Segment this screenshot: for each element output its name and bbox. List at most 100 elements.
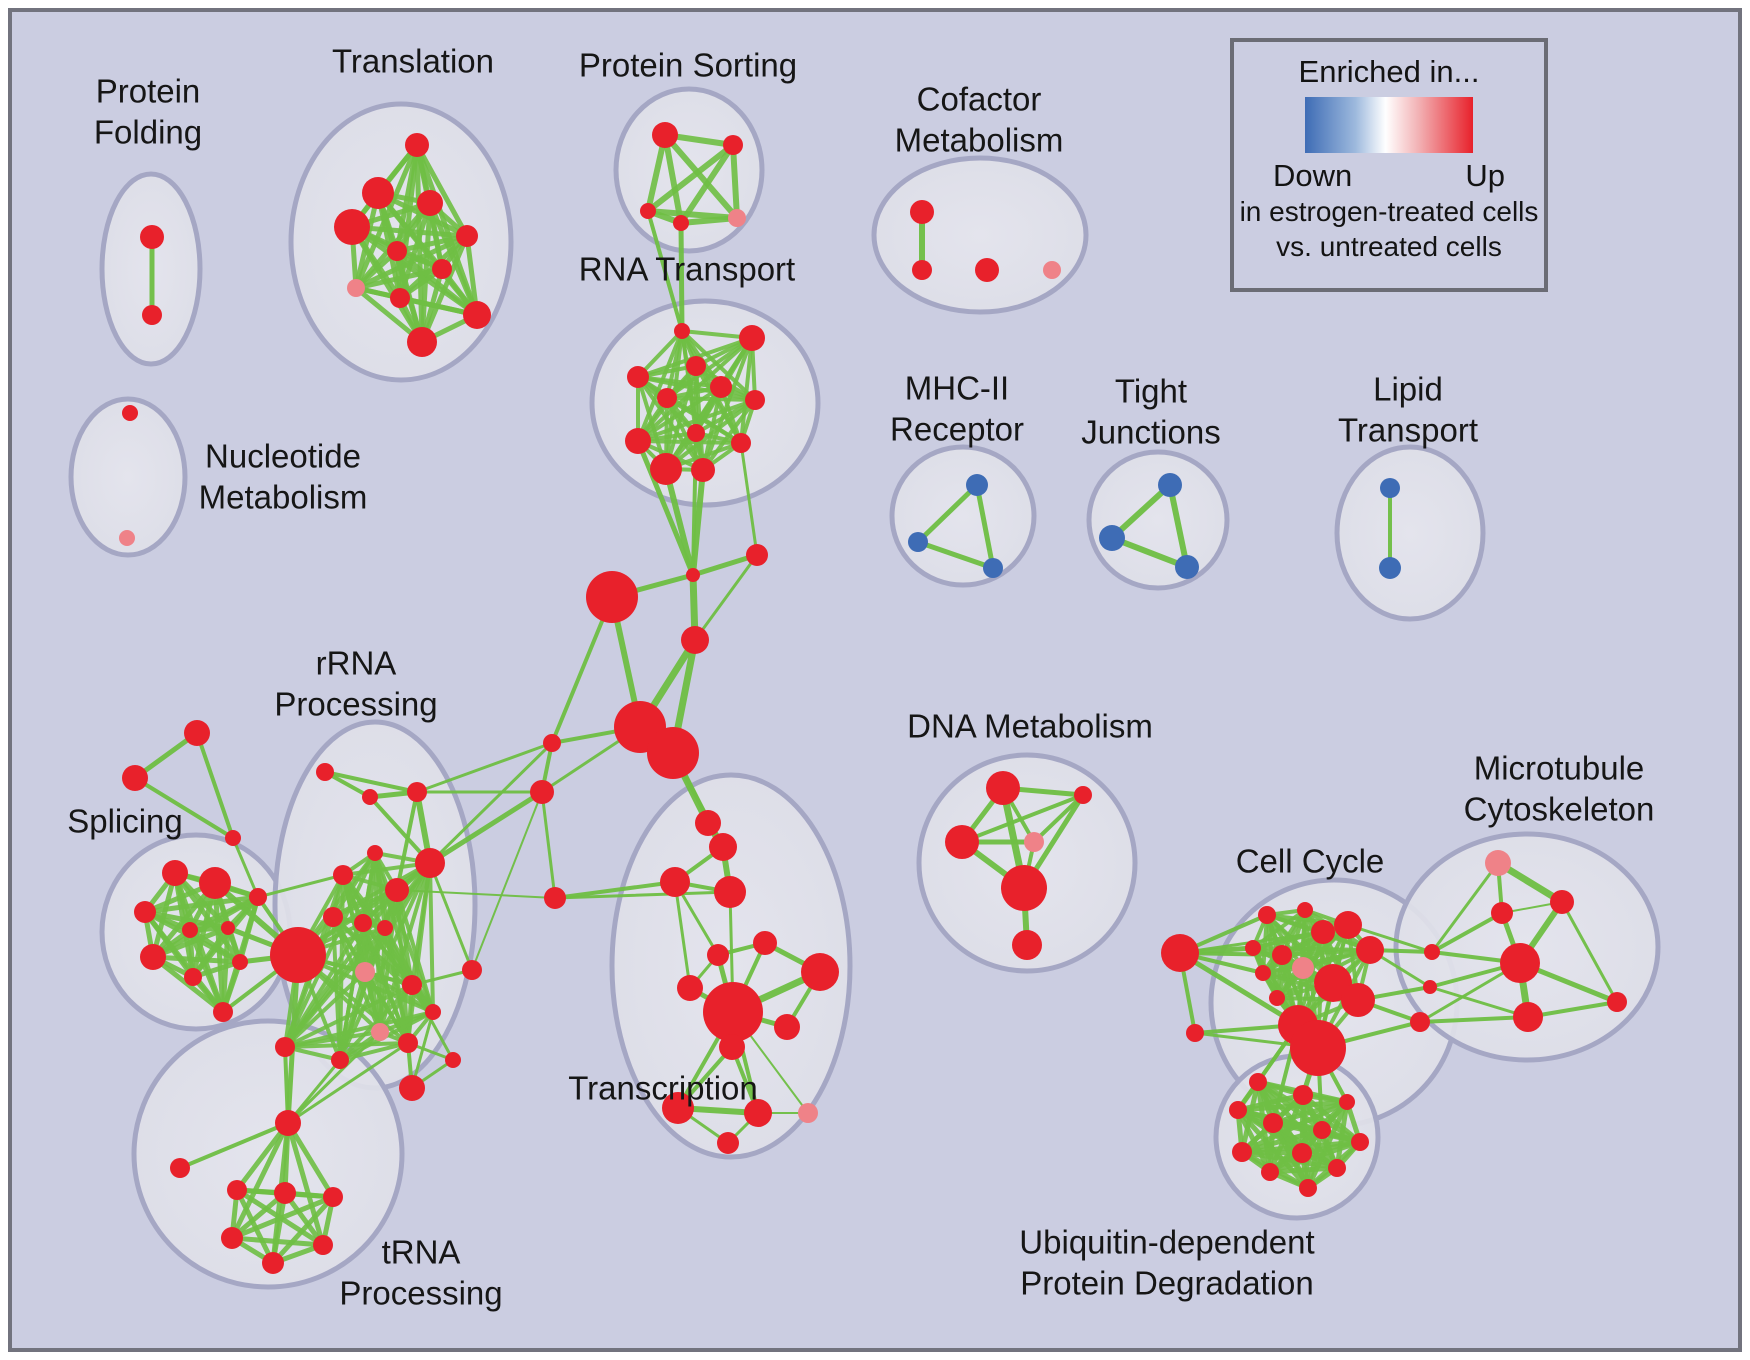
network-node-rr16 <box>399 1075 425 1101</box>
cluster-label-protein-sorting: Protein Sorting <box>579 47 797 84</box>
network-node-t5 <box>456 225 478 247</box>
network-node-cf2 <box>912 260 932 280</box>
network-edge <box>142 894 261 915</box>
network-node-cc11 <box>1255 965 1271 981</box>
network-edge <box>150 954 226 1015</box>
network-edge <box>550 595 614 745</box>
network-node-ub7 <box>1351 1133 1369 1151</box>
network-edge <box>428 861 435 1014</box>
network-edge <box>363 970 410 1045</box>
network-edge <box>635 438 696 578</box>
network-node-dn4 <box>1024 832 1044 852</box>
cluster-label-trna-processing: tRNA <box>382 1234 461 1271</box>
network-node-ps1 <box>652 122 678 148</box>
network-edge <box>636 398 757 443</box>
cluster-label-tight-junctions: Junctions <box>1081 414 1220 451</box>
network-edge <box>1177 950 1301 1028</box>
network-edge <box>283 851 377 1049</box>
network-node-rt8 <box>687 424 705 442</box>
network-node-dn6 <box>1012 930 1042 960</box>
network-node-mtb <box>1500 943 1540 983</box>
network-edge <box>234 1120 291 1193</box>
network-edge <box>662 132 740 221</box>
network-node-tr9 <box>677 975 703 1001</box>
network-node-rt5 <box>710 376 732 398</box>
network-node-sp7 <box>184 968 202 986</box>
network-edge <box>636 375 705 472</box>
network-node-sp5 <box>221 921 235 935</box>
network-edge <box>283 921 365 1049</box>
network-node-c3 <box>586 571 638 623</box>
network-node-rr10 <box>425 1004 441 1020</box>
network-edge <box>178 1121 290 1170</box>
network-node-dn5 <box>1001 865 1047 911</box>
network-edge <box>915 482 980 545</box>
cluster-label-protein-folding: Protein <box>96 73 201 110</box>
legend-up-label: Up <box>1465 158 1505 193</box>
network-edge <box>229 1235 326 1248</box>
network-node-tr1 <box>695 810 721 836</box>
network-node-t8 <box>347 279 365 297</box>
network-edge <box>471 791 543 971</box>
network-node-rrt <box>407 782 427 802</box>
network-node-tr5 <box>544 887 566 909</box>
network-node-ub6 <box>1313 1121 1331 1139</box>
network-edge <box>286 1058 342 1125</box>
network-edge <box>701 398 757 472</box>
network-edge <box>636 329 684 443</box>
network-edge <box>286 1030 382 1125</box>
network-edge <box>646 209 684 333</box>
network-node-b3 <box>1410 1012 1430 1032</box>
cluster-label-transcription: Transcription <box>568 1070 758 1107</box>
legend-gradient-bar <box>1305 97 1473 153</box>
network-node-tn1 <box>170 1158 190 1178</box>
network-node-tr6 <box>707 944 729 966</box>
network-node-ub10 <box>1328 1159 1346 1177</box>
network-node-rr1 <box>316 763 334 781</box>
network-edge <box>229 1190 288 1241</box>
network-node-mtp <box>1485 850 1511 876</box>
network-node-dn2 <box>1074 786 1092 804</box>
cluster-label-tight-junctions: Tight <box>1115 373 1187 410</box>
network-node-rr15 <box>462 960 482 980</box>
network-edge <box>645 142 736 214</box>
network-edge <box>553 880 677 900</box>
network-edge <box>1235 1099 1350 1113</box>
network-edge <box>1346 923 1434 954</box>
network-edge <box>690 552 760 578</box>
cluster-label-protein-folding: Folding <box>94 114 202 151</box>
network-edge <box>1109 482 1173 541</box>
network-edge <box>229 1120 291 1241</box>
network-edge <box>410 983 455 1062</box>
network-node-cc14 <box>1290 1020 1346 1076</box>
network-node-rt2 <box>739 325 765 351</box>
cluster-label-rna-transport: RNA Transport <box>579 251 795 288</box>
network-edge <box>678 215 740 226</box>
network-node-sp3 <box>134 901 156 923</box>
legend-down-label: Down <box>1273 158 1353 193</box>
network-node-tn2 <box>227 1180 247 1200</box>
network-node-t7 <box>432 259 452 279</box>
network-node-dn3 <box>945 825 979 859</box>
network-edge <box>678 142 736 226</box>
network-node-t6 <box>387 241 407 261</box>
network-node-ub2 <box>1293 1085 1313 1105</box>
cluster-bubble-mhc-ii-receptor <box>889 444 1037 588</box>
network-edge <box>1428 985 1530 1019</box>
cluster-label-rrna-processing: rRNA <box>316 645 397 682</box>
network-node-sp4 <box>182 922 198 938</box>
network-node-h2 <box>647 727 699 779</box>
network-edge <box>285 1120 326 1248</box>
network-edge <box>673 880 692 990</box>
network-node-tn5 <box>221 1227 243 1249</box>
network-edge <box>974 482 996 571</box>
cluster-label-mhc-ii-receptor: Receptor <box>890 411 1024 448</box>
network-node-tn6 <box>262 1252 284 1274</box>
network-edge <box>636 439 743 445</box>
network-edge <box>730 142 740 221</box>
cluster-label-cofactor-metabolism: Metabolism <box>895 122 1064 159</box>
legend-subtitle-line2: vs. untreated cells <box>1276 231 1502 262</box>
network-node-t9 <box>390 288 410 308</box>
network-node-mt3 <box>1513 1002 1543 1032</box>
network-edge <box>915 539 996 571</box>
